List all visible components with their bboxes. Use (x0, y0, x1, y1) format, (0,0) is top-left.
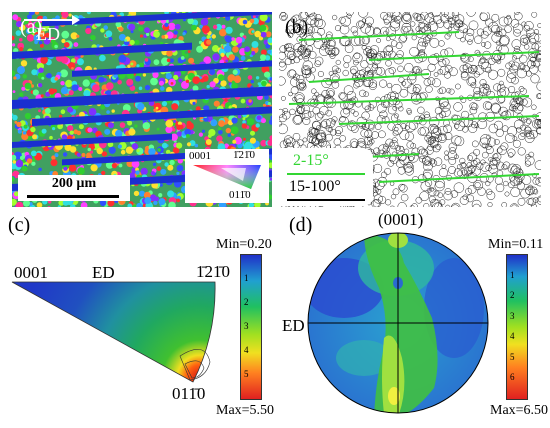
colorbar-tick-label: 4 (510, 331, 515, 342)
panel-a-ebsd-map: (a) ED 200 µm 0001 1̄21̄0 011̄0 (12, 12, 272, 207)
colorbar-c (240, 254, 262, 400)
colorbar-tick-label: 1 (510, 269, 515, 280)
ipf-corner-ed: ED (92, 263, 115, 282)
ipf-key-0110: 011̄0 (229, 189, 251, 201)
panel-c-label: (c) (8, 214, 31, 236)
panel-b-label: (b) (285, 16, 309, 38)
scalebar-line (27, 195, 119, 198)
arrow-right-icon (24, 15, 80, 25)
colorbar-tick-label: 6 (510, 372, 515, 383)
panel-d-label: (d) (289, 214, 313, 236)
ipf-corner-1210: 1̄21̄0 (196, 262, 230, 281)
colorbar-tick-label: 3 (510, 310, 515, 321)
boundary-legend-box: 2-15° 15-100° (279, 148, 373, 206)
ipf-key-1210: 1̄21̄0 (233, 149, 255, 161)
colorbar-c-min: Min=0.20 (216, 237, 272, 252)
colorbar-d (506, 254, 528, 400)
colorbar-tick-label: 4 (244, 345, 249, 355)
colorbar-d-min: Min=0.11 (488, 237, 544, 252)
pole-figure-axis-ed: ED (282, 316, 305, 335)
scalebar-box: 200 µm (18, 175, 130, 201)
colorbar-tick-label: 3 (244, 321, 249, 331)
colorbar-tick-label: 2 (510, 290, 515, 301)
colorbar-c-max: Max=5.50 (216, 403, 275, 418)
colorbar-tick-label: 2 (244, 297, 249, 307)
ipf-key-box: 0001 1̄21̄0 011̄0 (185, 149, 269, 203)
legend-low-angle: 2-15° (293, 152, 329, 169)
colorbar-tick-label: 5 (510, 351, 515, 362)
ebsd-orientation-map (12, 12, 272, 207)
inverse-pole-figure (11, 281, 216, 383)
panel-b-grain-boundary-map: (b) 2-15° 15-100° (279, 12, 541, 207)
panel-a-direction: ED (36, 24, 60, 44)
pole-figure (307, 232, 489, 414)
panel-a-label: (a) (20, 16, 43, 38)
legend-high-angle-line (287, 199, 365, 201)
legend-high-angle: 15-100° (289, 178, 341, 195)
colorbar-d-max: Max=6.50 (490, 403, 549, 418)
ipf-corner-0001: 0001 (14, 263, 48, 282)
grain-boundary-map (279, 12, 541, 207)
colorbar-tick-label: 1 (244, 273, 249, 283)
colorbar-tick-label: 5 (244, 369, 249, 379)
pole-figure-title: (0001) (378, 210, 424, 229)
ipf-key-0001: 0001 (189, 150, 211, 162)
scalebar-label: 200 µm (51, 176, 97, 191)
ipf-corner-0110: 011̄0 (172, 384, 206, 403)
ipf-color-triangle (193, 165, 261, 189)
legend-low-angle-line (287, 173, 365, 175)
